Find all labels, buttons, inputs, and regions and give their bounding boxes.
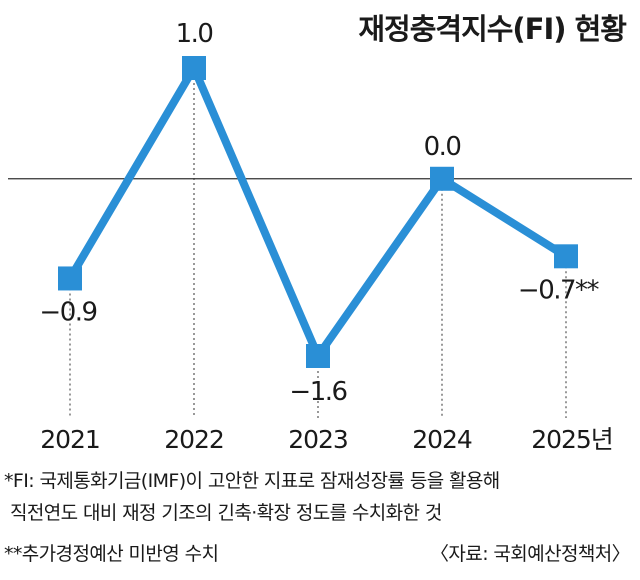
x-tick-2021: 2021 bbox=[40, 425, 100, 454]
x-tick-2023: 2023 bbox=[288, 425, 348, 454]
footnote-fi-definition-continued: 직전연도 대비 재정 기조의 긴축·확장 정도를 수치화한 것 bbox=[10, 502, 442, 524]
x-tick-2022: 2022 bbox=[164, 425, 224, 454]
data-point-2022 bbox=[182, 56, 206, 80]
series-line bbox=[66, 59, 569, 365]
data-point-2023 bbox=[306, 344, 330, 368]
data-label-2023: −1.6 bbox=[289, 377, 346, 407]
data-label-2025년: −0.7** bbox=[518, 275, 600, 305]
x-tick-2025년: 2025년 bbox=[531, 425, 613, 454]
x-tick-2024: 2024 bbox=[412, 425, 472, 454]
footnote-supplementary-budget: **추가경정예산 미반영 수치 bbox=[4, 543, 219, 565]
data-point-2025년 bbox=[554, 244, 578, 269]
footnote-fi-definition: *FI: 국제통화기금(IMF)이 고안한 지표로 잠재성장률 등을 활용해 bbox=[4, 470, 500, 492]
data-point-2021 bbox=[58, 266, 82, 291]
chart-title: 재정충격지수(FI) 현황 bbox=[358, 12, 627, 46]
data-point-2024 bbox=[430, 166, 454, 191]
data-label-2021: −0.9 bbox=[39, 297, 96, 327]
source-credit: 〈자료: 국회예산정책처〉 bbox=[430, 543, 631, 565]
data-label-2024: 0.0 bbox=[424, 132, 461, 162]
line-chart: −0.9 1.0 −1.6 0.0 −0.7** 2021 2022 2023 2024 2025… bbox=[8, 19, 632, 454]
data-label-2022: 1.0 bbox=[176, 19, 213, 49]
